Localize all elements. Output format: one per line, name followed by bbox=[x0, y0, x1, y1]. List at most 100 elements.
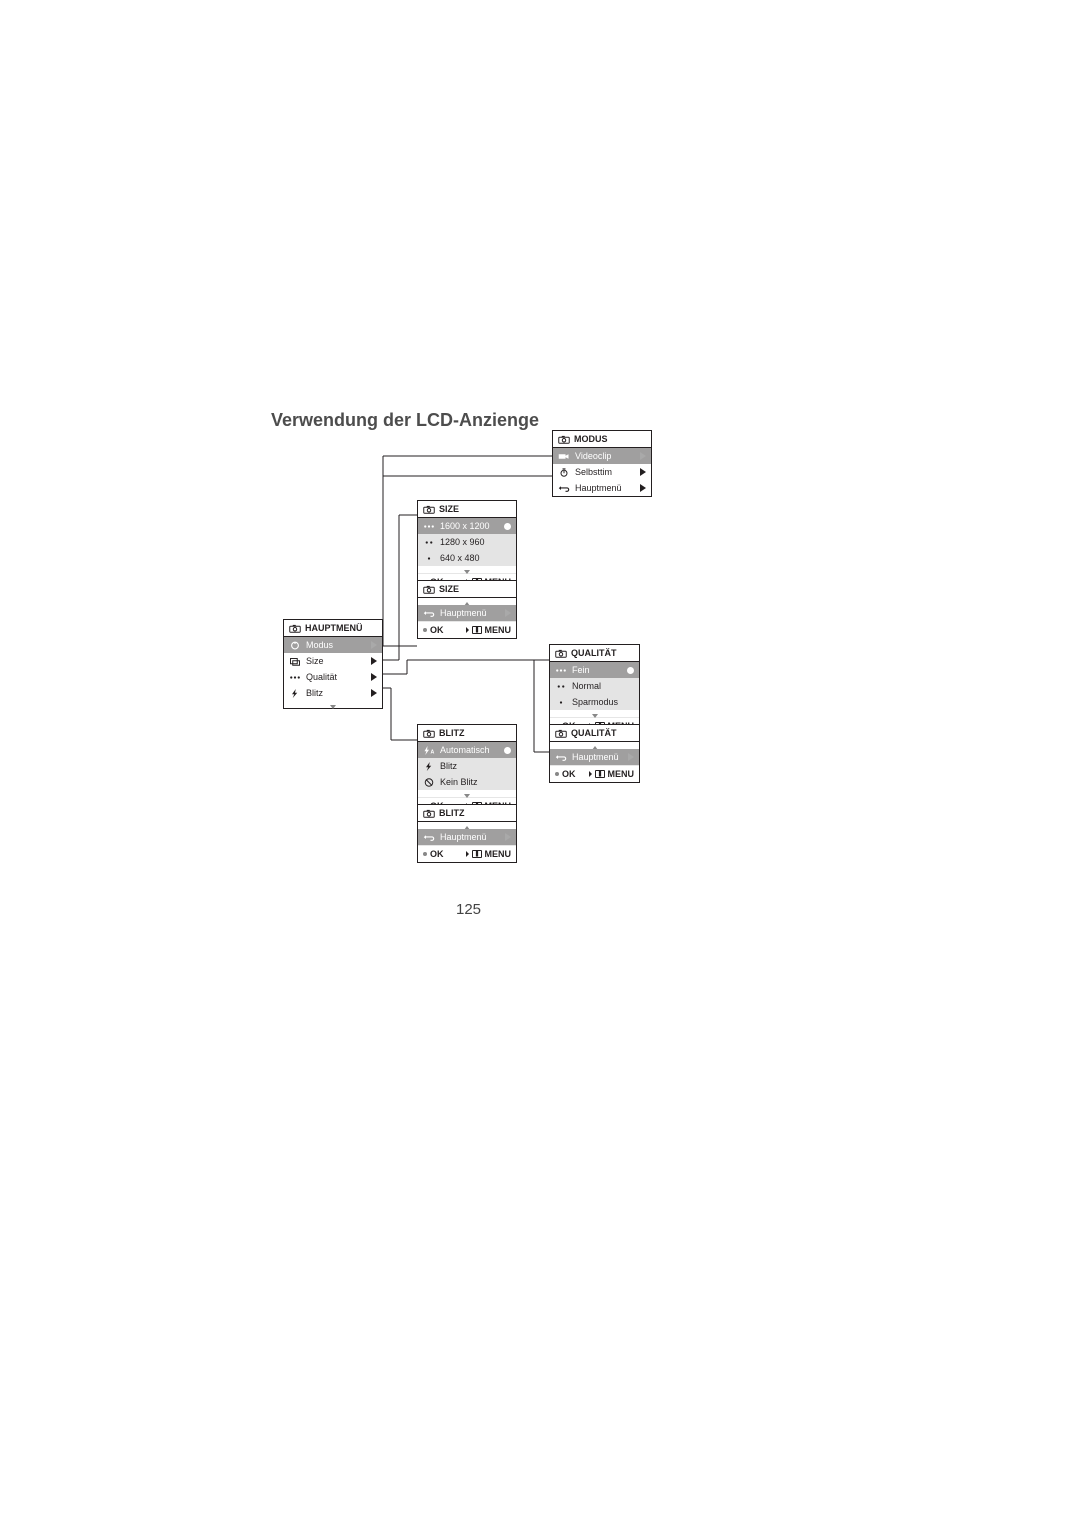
menu-item-label: Kein Blitz bbox=[440, 777, 511, 787]
radio-icon bbox=[504, 747, 511, 754]
panel-title: HAUPTMENÜ bbox=[305, 623, 363, 633]
menu-item-hauptmenu-2[interactable]: Qualität bbox=[284, 669, 382, 685]
panel-footer: OK ❚MENU bbox=[418, 845, 516, 862]
menu-item-label: Hauptmenü bbox=[572, 752, 623, 762]
dots2-icon bbox=[555, 682, 567, 691]
dots3-icon bbox=[555, 666, 567, 675]
menu-item-modus-0[interactable]: Videoclip bbox=[553, 448, 651, 464]
chevron-right-icon bbox=[628, 753, 634, 761]
menu-item-hauptmenu-0[interactable]: Modus bbox=[284, 637, 382, 653]
chevron-right-icon bbox=[371, 657, 377, 665]
menu-item-size-0[interactable]: 1600 x 1200 bbox=[418, 518, 516, 534]
panel-title: SIZE bbox=[439, 584, 459, 594]
panel-hauptmenu: HAUPTMENÜ Modus Size Qualität Blitz bbox=[283, 619, 383, 709]
flash-icon bbox=[289, 689, 301, 698]
panel-title: SIZE bbox=[439, 504, 459, 514]
menu-item-label: 1600 x 1200 bbox=[440, 521, 499, 531]
ok-label[interactable]: OK bbox=[423, 849, 444, 859]
chevron-right-icon bbox=[640, 484, 646, 492]
chevron-right-icon bbox=[371, 641, 377, 649]
panel-blitz2: BLITZ Hauptmenü OK ❚MENU bbox=[417, 804, 517, 863]
page-number: 125 bbox=[456, 901, 481, 918]
menu-item-blitz-2[interactable]: Kein Blitz bbox=[418, 774, 516, 790]
menu-item-qualitat-0[interactable]: Fein bbox=[550, 662, 639, 678]
panel-blitz: BLITZAAutomatischBlitzKein BlitzOK❚MENU bbox=[417, 724, 517, 815]
menu-label[interactable]: ❚MENU bbox=[466, 625, 511, 635]
dots2-icon bbox=[423, 538, 435, 547]
radio-icon bbox=[504, 523, 511, 530]
panel-header: SIZE bbox=[418, 501, 516, 518]
panel-qualitat: QUALITÄTFeinNormalSparmodusOK❚MENU bbox=[549, 644, 640, 735]
menu-label[interactable]: ❚MENU bbox=[466, 849, 511, 859]
return-icon bbox=[423, 609, 435, 618]
dots3-icon bbox=[423, 522, 435, 531]
menu-item-label: Hauptmenü bbox=[440, 832, 500, 842]
noflash-icon bbox=[423, 778, 435, 787]
chevron-right-icon bbox=[371, 689, 377, 697]
menu-item-label: Hauptmenü bbox=[575, 483, 635, 493]
panel-title: MODUS bbox=[574, 434, 608, 444]
menu-item-qualitat-2[interactable]: Sparmodus bbox=[550, 694, 639, 710]
dots1-icon bbox=[423, 554, 435, 563]
dots1-icon bbox=[555, 698, 567, 707]
chevron-right-icon bbox=[505, 609, 511, 617]
timer-icon bbox=[558, 468, 570, 477]
menu-item-label: Selbsttim bbox=[575, 467, 635, 477]
chevron-right-icon bbox=[371, 673, 377, 681]
menu-item-size-1[interactable]: 1280 x 960 bbox=[418, 534, 516, 550]
menu-item-label: Blitz bbox=[306, 688, 366, 698]
menu-item-modus-2[interactable]: Hauptmenü bbox=[553, 480, 651, 496]
menu-item-label: Fein bbox=[572, 665, 622, 675]
chevron-right-icon bbox=[640, 452, 646, 460]
chevron-right-icon bbox=[640, 468, 646, 476]
menu-item-size2-0[interactable]: Hauptmenü bbox=[418, 605, 516, 621]
menu-item-hauptmenu-3[interactable]: Blitz bbox=[284, 685, 382, 701]
menu-item-label: Hauptmenü bbox=[440, 608, 500, 618]
menu-label[interactable]: ❚MENU bbox=[589, 769, 634, 779]
menu-item-blitz2-0[interactable]: Hauptmenü bbox=[418, 829, 516, 845]
menu-item-label: Size bbox=[306, 656, 366, 666]
menu-item-blitz-0[interactable]: AAutomatisch bbox=[418, 742, 516, 758]
panel-qualitat2: QUALITÄT Hauptmenü OK ❚MENU bbox=[549, 724, 640, 783]
ok-label[interactable]: OK bbox=[423, 625, 444, 635]
panel-header: BLITZ bbox=[418, 805, 516, 822]
svg-text:A: A bbox=[431, 749, 435, 755]
panel-header: BLITZ bbox=[418, 725, 516, 742]
panel-title: QUALITÄT bbox=[571, 728, 617, 738]
panel-modus: MODUS Videoclip Selbsttim Hauptmenü bbox=[552, 430, 652, 497]
menu-item-hauptmenu-1[interactable]: Size bbox=[284, 653, 382, 669]
ok-label[interactable]: OK bbox=[555, 769, 576, 779]
menu-item-label: Modus bbox=[306, 640, 366, 650]
return-icon bbox=[555, 753, 567, 762]
menu-item-blitz-1[interactable]: Blitz bbox=[418, 758, 516, 774]
flash-icon bbox=[423, 762, 435, 771]
menu-item-size-2[interactable]: 640 x 480 bbox=[418, 550, 516, 566]
return-icon bbox=[558, 484, 570, 493]
panel-title: QUALITÄT bbox=[571, 648, 617, 658]
panel-footer: OK ❚MENU bbox=[550, 765, 639, 782]
panel-size: SIZE1600 x 12001280 x 960640 x 480OK❚MEN… bbox=[417, 500, 517, 591]
menu-item-label: Blitz bbox=[440, 761, 511, 771]
chevron-right-icon bbox=[505, 833, 511, 841]
panel-size2: SIZE Hauptmenü OK ❚MENU bbox=[417, 580, 517, 639]
dots3-icon bbox=[289, 673, 301, 682]
panel-footer: OK ❚MENU bbox=[418, 621, 516, 638]
menu-item-label: Sparmodus bbox=[572, 697, 634, 707]
panel-title: BLITZ bbox=[439, 728, 465, 738]
video-icon bbox=[558, 452, 570, 461]
menu-item-modus-1[interactable]: Selbsttim bbox=[553, 464, 651, 480]
panel-header: QUALITÄT bbox=[550, 645, 639, 662]
radio-icon bbox=[627, 667, 634, 674]
panel-header: HAUPTMENÜ bbox=[284, 620, 382, 637]
page-title: Verwendung der LCD-Anzienge bbox=[271, 410, 539, 431]
menu-item-qualitat-1[interactable]: Normal bbox=[550, 678, 639, 694]
menu-item-qualitat2-0[interactable]: Hauptmenü bbox=[550, 749, 639, 765]
panel-header: MODUS bbox=[553, 431, 651, 448]
menu-item-label: 640 x 480 bbox=[440, 553, 511, 563]
menu-item-label: 1280 x 960 bbox=[440, 537, 511, 547]
panel-title: BLITZ bbox=[439, 808, 465, 818]
mode-icon bbox=[289, 641, 301, 650]
panel-header: QUALITÄT bbox=[550, 725, 639, 742]
return-icon bbox=[423, 833, 435, 842]
menu-item-label: Qualität bbox=[306, 672, 366, 682]
